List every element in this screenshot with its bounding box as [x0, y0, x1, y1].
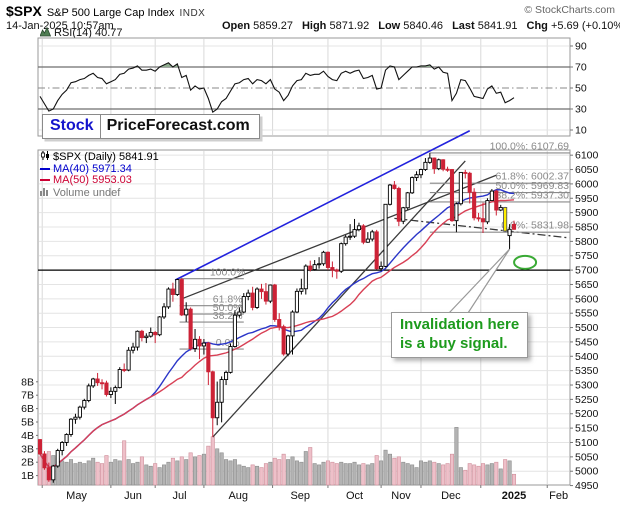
stat-label: Open [222, 20, 251, 32]
legend-spx: $SPX (Daily) 5841.91 [40, 151, 159, 164]
svg-text:30: 30 [575, 104, 587, 116]
svg-text:5550: 5550 [575, 308, 599, 320]
rsi-line [39, 62, 515, 114]
stat-label: Chg [526, 20, 548, 32]
svg-text:10: 10 [575, 125, 587, 137]
svg-text:2025: 2025 [502, 490, 526, 502]
ma40-line-icon [40, 164, 50, 176]
svg-text:6B: 6B [21, 403, 34, 415]
svg-text:5050: 5050 [575, 451, 599, 463]
stat-value: 5871.92 [326, 20, 370, 32]
quote-stats: Open 5859.27 High 5871.92 Low 5840.46 Last … [213, 20, 620, 32]
svg-text:5600: 5600 [575, 293, 599, 305]
svg-text:5150: 5150 [575, 423, 599, 435]
rsi-area-icon [39, 26, 52, 37]
svg-text:5350: 5350 [575, 365, 599, 377]
quote-datetime: 14-Jan-2025 10:57am [6, 20, 114, 32]
legend-ma40: MA(40) 5971.34 [40, 163, 159, 176]
candlesticks [37, 152, 517, 483]
svg-text:100.0%: 6107.69: 100.0%: 6107.69 [490, 140, 570, 152]
svg-text:5800: 5800 [575, 236, 599, 248]
svg-text:50.0%: 5969.83: 50.0%: 5969.83 [495, 180, 569, 192]
annotation-line2: is a buy signal. [400, 335, 508, 352]
price-legend: $SPX (Daily) 5841.91 MA(40) 5971.34 MA(5… [40, 151, 159, 199]
symbol: $SPX [6, 3, 42, 19]
svg-text:Jun: Jun [124, 490, 142, 502]
stat-label: High [301, 20, 327, 32]
svg-text:3B: 3B [21, 443, 34, 455]
svg-text:5950: 5950 [575, 193, 599, 205]
svg-text:61.8%: 61.8% [213, 294, 243, 306]
svg-text:50: 50 [575, 83, 587, 95]
annotation-line1: Invalidation here [400, 316, 520, 333]
exchange: INDX [179, 8, 206, 19]
stat-label: Last [452, 20, 475, 32]
svg-text:4B: 4B [21, 430, 34, 442]
svg-text:Aug: Aug [228, 490, 248, 502]
stat-value: +5.69 (+0.10%) [547, 20, 620, 32]
ma50-line [39, 199, 515, 468]
svg-text:4950: 4950 [575, 480, 599, 492]
svg-text:5900: 5900 [575, 207, 599, 219]
svg-text:5750: 5750 [575, 250, 599, 262]
candlestick-icon [40, 151, 50, 164]
svg-text:5B: 5B [21, 417, 34, 429]
svg-text:Sep: Sep [290, 490, 310, 502]
svg-text:5650: 5650 [575, 279, 599, 291]
svg-text:2B: 2B [21, 457, 34, 469]
stat-value: 5859.27 [250, 20, 293, 32]
legend-ma50: MA(50) 5953.03 [40, 174, 159, 187]
stat-value: 5840.46 [400, 20, 444, 32]
svg-text:5250: 5250 [575, 394, 599, 406]
svg-text:5850: 5850 [575, 221, 599, 233]
svg-text:5000: 5000 [575, 466, 599, 478]
stat-label: Low [378, 20, 401, 32]
svg-text:7B: 7B [21, 390, 34, 402]
svg-text:8B: 8B [21, 376, 34, 388]
buy-signal-annotation: Invalidation here is a buy signal. [391, 312, 529, 358]
svg-text:6000: 6000 [575, 178, 599, 190]
price-gridlines: 4950 5000 5050 5100 5150 5200 5250 5300 5350 5400… [39, 150, 599, 492]
svg-text:Oct: Oct [346, 490, 363, 502]
svg-text:Nov: Nov [391, 490, 411, 502]
index-name: S&P 500 Large Cap Index [46, 7, 175, 19]
svg-text:5300: 5300 [575, 380, 599, 392]
stat-value: 5841.91 [474, 20, 518, 32]
svg-text:5400: 5400 [575, 351, 599, 363]
svg-text:6050: 6050 [575, 164, 599, 176]
chart-header: $SPX S&P 500 Large Cap Index INDX [6, 3, 205, 21]
rsi-legend: RSI(14) 40.77 [39, 26, 122, 39]
svg-text:Dec: Dec [441, 490, 461, 502]
svg-text:Jul: Jul [173, 490, 187, 502]
target-ellipse [513, 254, 538, 270]
svg-text:5200: 5200 [575, 408, 599, 420]
svg-text:61.8%: 6002.37: 61.8%: 6002.37 [495, 171, 569, 183]
svg-text:100.0%: 100.0% [210, 267, 246, 279]
stockpriceforecast-logo: Stock PriceForecast.com [42, 114, 260, 139]
volume-bars-icon [40, 187, 50, 200]
logo-part-priceforecast: PriceForecast.com [106, 117, 250, 134]
svg-text:5100: 5100 [575, 437, 599, 449]
svg-text:1B: 1B [21, 470, 34, 482]
svg-text:6100: 6100 [575, 150, 599, 162]
ma50-line-icon [40, 175, 50, 187]
svg-text:90: 90 [575, 41, 587, 53]
svg-text:May: May [66, 490, 87, 502]
svg-text:Feb: Feb [549, 490, 568, 502]
svg-text:5450: 5450 [575, 336, 599, 348]
svg-text:0.0%: 5831.98: 0.0%: 5831.98 [501, 220, 569, 232]
legend-volume: Volume undef [40, 187, 159, 200]
annotation-pointer [447, 248, 511, 314]
svg-text:38.2%: 5937.30: 38.2%: 5937.30 [495, 189, 569, 201]
svg-text:5700: 5700 [575, 265, 599, 277]
logo-part-stock: Stock [43, 115, 101, 138]
svg-text:5500: 5500 [575, 322, 599, 334]
stockcharts-copyright: © StockCharts.com [524, 4, 615, 16]
svg-text:70: 70 [575, 62, 587, 74]
volume-bars [37, 427, 517, 486]
